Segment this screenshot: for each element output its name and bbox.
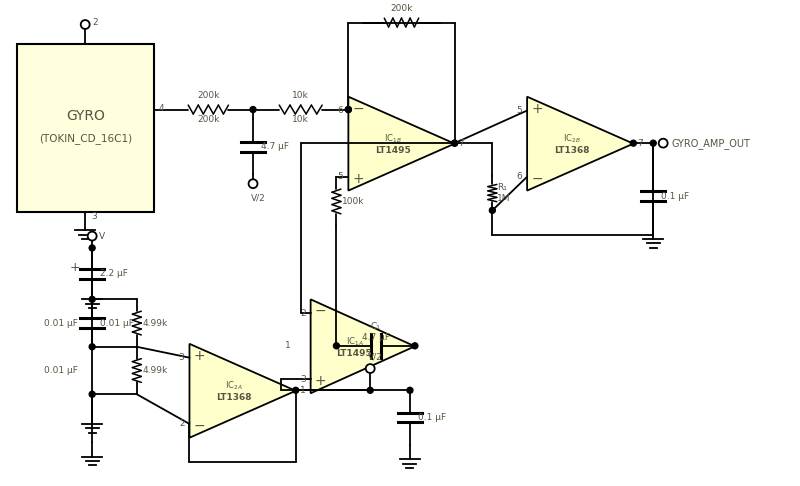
Circle shape (249, 179, 258, 188)
Circle shape (334, 343, 339, 349)
Text: IC$_{1A}$: IC$_{1A}$ (346, 335, 363, 347)
Text: (TOKIN_CD_16C1): (TOKIN_CD_16C1) (38, 133, 132, 144)
Text: 100k: 100k (342, 197, 365, 206)
Text: +: + (531, 102, 543, 116)
Text: V/2: V/2 (368, 352, 382, 361)
Text: 0.01 μF: 0.01 μF (100, 319, 134, 328)
Text: 10k: 10k (292, 91, 309, 100)
Text: C₁
4.7 μF: C₁ 4.7 μF (362, 322, 390, 342)
Text: 0.01 μF: 0.01 μF (44, 366, 78, 375)
Text: V: V (99, 232, 106, 241)
Text: 4.99k: 4.99k (142, 319, 168, 328)
Text: 6: 6 (516, 172, 522, 181)
Text: 10k: 10k (292, 115, 309, 124)
Polygon shape (310, 299, 415, 393)
Circle shape (658, 139, 668, 148)
Text: −: − (314, 304, 326, 318)
Text: GYRO_AMP_OUT: GYRO_AMP_OUT (671, 138, 750, 149)
Text: 2.2 μF: 2.2 μF (100, 269, 128, 278)
Text: 0.01 μF: 0.01 μF (44, 319, 78, 328)
Text: −: − (531, 172, 543, 186)
Text: LT1368: LT1368 (216, 393, 252, 402)
Text: 200k: 200k (390, 4, 413, 13)
Text: +: + (314, 374, 326, 388)
Circle shape (250, 106, 256, 112)
Text: 200k: 200k (197, 91, 219, 100)
Text: 2: 2 (92, 18, 98, 27)
Text: 1: 1 (300, 386, 306, 395)
Text: IC$_{2B}$: IC$_{2B}$ (563, 133, 581, 145)
Circle shape (650, 140, 656, 146)
Circle shape (366, 364, 374, 373)
Circle shape (346, 106, 351, 112)
Circle shape (367, 387, 373, 393)
Text: 7: 7 (638, 139, 643, 148)
Text: +: + (70, 261, 81, 274)
Text: 2: 2 (179, 419, 185, 428)
Text: 0.1 μF: 0.1 μF (418, 413, 446, 422)
Circle shape (412, 343, 418, 349)
Text: 7: 7 (458, 139, 464, 148)
Text: 4.7 μF: 4.7 μF (261, 142, 289, 151)
Text: 3: 3 (91, 212, 97, 221)
Text: LT1495: LT1495 (337, 349, 372, 358)
Text: +: + (353, 172, 364, 186)
Text: 0.1 μF: 0.1 μF (661, 191, 690, 201)
Text: +: + (194, 348, 206, 363)
Text: IC$_{1B}$: IC$_{1B}$ (384, 133, 402, 145)
Circle shape (89, 391, 95, 397)
Circle shape (490, 208, 495, 213)
Circle shape (452, 140, 458, 146)
FancyBboxPatch shape (17, 44, 154, 212)
Polygon shape (527, 97, 634, 191)
Text: 4: 4 (158, 104, 164, 113)
Text: LT1495: LT1495 (375, 146, 411, 155)
Text: 3: 3 (178, 353, 185, 362)
Text: −: − (194, 419, 206, 433)
Circle shape (346, 106, 351, 112)
Circle shape (89, 344, 95, 350)
Text: IC$_{2A}$: IC$_{2A}$ (226, 380, 243, 392)
Text: V/2: V/2 (250, 193, 266, 202)
Circle shape (630, 140, 636, 146)
Circle shape (88, 232, 97, 241)
Polygon shape (190, 344, 296, 438)
Text: 6: 6 (338, 106, 343, 115)
Text: 3: 3 (300, 375, 306, 384)
Circle shape (293, 387, 298, 393)
Circle shape (89, 245, 95, 251)
Text: LT1368: LT1368 (554, 146, 590, 155)
Text: 5: 5 (338, 172, 343, 181)
Circle shape (407, 387, 413, 393)
Text: 5: 5 (516, 106, 522, 115)
Circle shape (81, 20, 90, 29)
Circle shape (89, 296, 95, 302)
Polygon shape (348, 97, 454, 191)
Text: R₁
1M: R₁ 1M (498, 183, 511, 203)
Text: 4.99k: 4.99k (142, 366, 168, 375)
Text: 1: 1 (285, 341, 290, 350)
Circle shape (452, 140, 458, 146)
Text: GYRO: GYRO (66, 109, 105, 123)
Text: 200k: 200k (197, 115, 219, 124)
Text: 2: 2 (300, 309, 306, 318)
Text: −: − (353, 102, 364, 116)
